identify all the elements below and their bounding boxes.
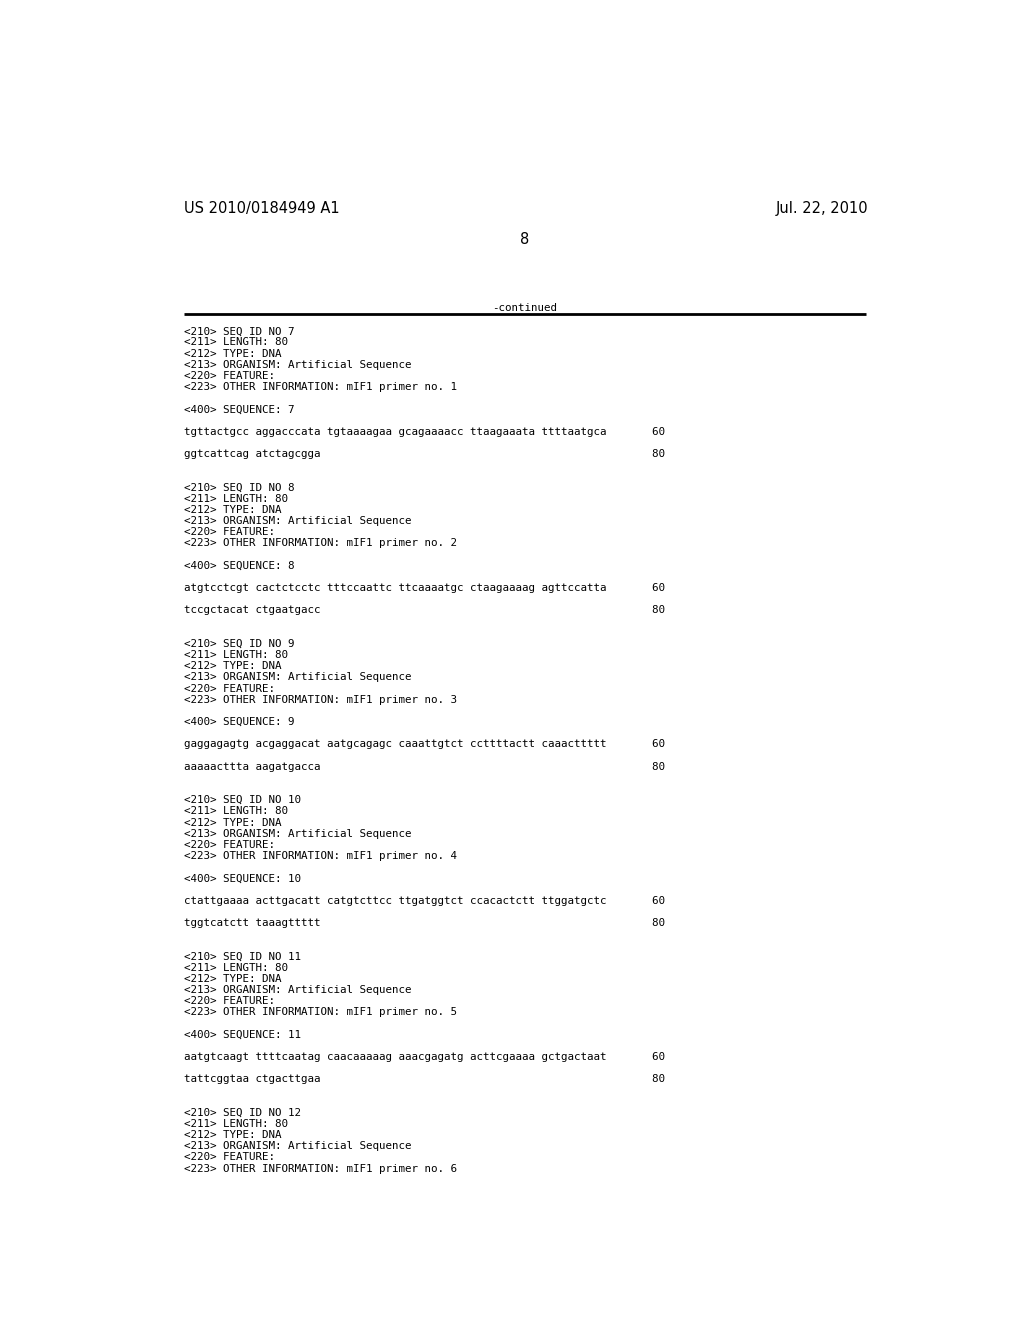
Text: <213> ORGANISM: Artificial Sequence: <213> ORGANISM: Artificial Sequence [183,1142,412,1151]
Text: <220> FEATURE:: <220> FEATURE: [183,527,274,537]
Text: <223> OTHER INFORMATION: mIF1 primer no. 3: <223> OTHER INFORMATION: mIF1 primer no.… [183,694,457,705]
Text: <210> SEQ ID NO 10: <210> SEQ ID NO 10 [183,795,301,805]
Text: <212> TYPE: DNA: <212> TYPE: DNA [183,348,282,359]
Text: tattcggtaa ctgacttgaa                                                   80: tattcggtaa ctgacttgaa 80 [183,1074,665,1084]
Text: <213> ORGANISM: Artificial Sequence: <213> ORGANISM: Artificial Sequence [183,672,412,682]
Text: <212> TYPE: DNA: <212> TYPE: DNA [183,1130,282,1140]
Text: 8: 8 [520,231,529,247]
Text: <211> LENGTH: 80: <211> LENGTH: 80 [183,1119,288,1129]
Text: <213> ORGANISM: Artificial Sequence: <213> ORGANISM: Artificial Sequence [183,829,412,838]
Text: <220> FEATURE:: <220> FEATURE: [183,1152,274,1163]
Text: ctattgaaaa acttgacatt catgtcttcc ttgatggtct ccacactctt ttggatgctc       60: ctattgaaaa acttgacatt catgtcttcc ttgatgg… [183,896,665,906]
Text: aaaaacttta aagatgacca                                                   80: aaaaacttta aagatgacca 80 [183,762,665,772]
Text: <210> SEQ ID NO 12: <210> SEQ ID NO 12 [183,1107,301,1118]
Text: atgtcctcgt cactctcctc tttccaattc ttcaaaatgc ctaagaaaag agttccatta       60: atgtcctcgt cactctcctc tttccaattc ttcaaaa… [183,583,665,593]
Text: <211> LENGTH: 80: <211> LENGTH: 80 [183,962,288,973]
Text: Jul. 22, 2010: Jul. 22, 2010 [775,201,868,215]
Text: <223> OTHER INFORMATION: mIF1 primer no. 2: <223> OTHER INFORMATION: mIF1 primer no.… [183,539,457,548]
Text: <220> FEATURE:: <220> FEATURE: [183,997,274,1006]
Text: <400> SEQUENCE: 8: <400> SEQUENCE: 8 [183,561,294,570]
Text: <220> FEATURE:: <220> FEATURE: [183,684,274,693]
Text: <223> OTHER INFORMATION: mIF1 primer no. 5: <223> OTHER INFORMATION: mIF1 primer no.… [183,1007,457,1018]
Text: tccgctacat ctgaatgacc                                                   80: tccgctacat ctgaatgacc 80 [183,606,665,615]
Text: tgttactgcc aggacccata tgtaaaagaa gcagaaaacc ttaagaaata ttttaatgca       60: tgttactgcc aggacccata tgtaaaagaa gcagaaa… [183,426,665,437]
Text: <223> OTHER INFORMATION: mIF1 primer no. 4: <223> OTHER INFORMATION: mIF1 primer no.… [183,851,457,861]
Text: <213> ORGANISM: Artificial Sequence: <213> ORGANISM: Artificial Sequence [183,360,412,370]
Text: <400> SEQUENCE: 10: <400> SEQUENCE: 10 [183,874,301,883]
Text: <211> LENGTH: 80: <211> LENGTH: 80 [183,649,288,660]
Text: <212> TYPE: DNA: <212> TYPE: DNA [183,661,282,671]
Text: <210> SEQ ID NO 11: <210> SEQ ID NO 11 [183,952,301,961]
Text: <212> TYPE: DNA: <212> TYPE: DNA [183,817,282,828]
Text: tggtcatctt taaagttttt                                                   80: tggtcatctt taaagttttt 80 [183,917,665,928]
Text: <211> LENGTH: 80: <211> LENGTH: 80 [183,807,288,816]
Text: <210> SEQ ID NO 7: <210> SEQ ID NO 7 [183,326,294,337]
Text: <223> OTHER INFORMATION: mIF1 primer no. 6: <223> OTHER INFORMATION: mIF1 primer no.… [183,1164,457,1173]
Text: <211> LENGTH: 80: <211> LENGTH: 80 [183,494,288,504]
Text: <400> SEQUENCE: 9: <400> SEQUENCE: 9 [183,717,294,727]
Text: <223> OTHER INFORMATION: mIF1 primer no. 1: <223> OTHER INFORMATION: mIF1 primer no.… [183,381,457,392]
Text: -continued: -continued [493,304,557,313]
Text: <211> LENGTH: 80: <211> LENGTH: 80 [183,338,288,347]
Text: aatgtcaagt ttttcaatag caacaaaaag aaacgagatg acttcgaaaa gctgactaat       60: aatgtcaagt ttttcaatag caacaaaaag aaacgag… [183,1052,665,1063]
Text: ggtcattcag atctagcgga                                                   80: ggtcattcag atctagcgga 80 [183,449,665,459]
Text: <212> TYPE: DNA: <212> TYPE: DNA [183,974,282,983]
Text: <213> ORGANISM: Artificial Sequence: <213> ORGANISM: Artificial Sequence [183,516,412,527]
Text: <220> FEATURE:: <220> FEATURE: [183,371,274,381]
Text: <212> TYPE: DNA: <212> TYPE: DNA [183,506,282,515]
Text: US 2010/0184949 A1: US 2010/0184949 A1 [183,201,339,215]
Text: <400> SEQUENCE: 7: <400> SEQUENCE: 7 [183,404,294,414]
Text: <210> SEQ ID NO 9: <210> SEQ ID NO 9 [183,639,294,649]
Text: <220> FEATURE:: <220> FEATURE: [183,840,274,850]
Text: gaggagagtg acgaggacat aatgcagagc caaattgtct ccttttactt caaacttttt       60: gaggagagtg acgaggacat aatgcagagc caaattg… [183,739,665,750]
Text: <210> SEQ ID NO 8: <210> SEQ ID NO 8 [183,483,294,492]
Text: <213> ORGANISM: Artificial Sequence: <213> ORGANISM: Artificial Sequence [183,985,412,995]
Text: <400> SEQUENCE: 11: <400> SEQUENCE: 11 [183,1030,301,1040]
